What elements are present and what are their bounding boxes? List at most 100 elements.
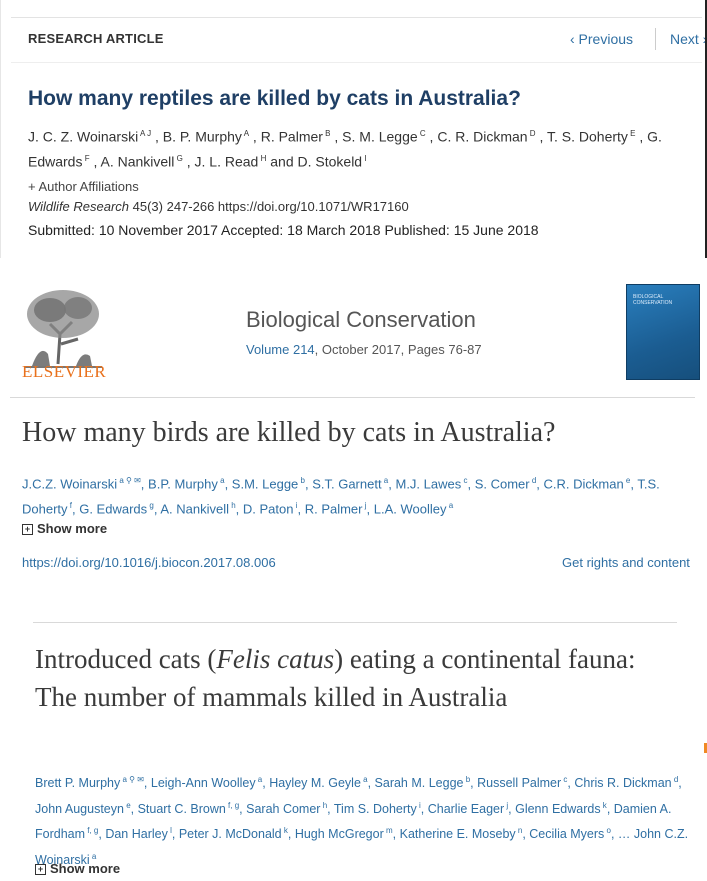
affiliation-marker: a <box>89 851 97 861</box>
author-link[interactable]: S.T. Garnett <box>312 476 382 492</box>
article-title: Introduced cats (Felis catus) eating a c… <box>35 640 675 716</box>
author-link[interactable]: Russell Palmer <box>477 776 562 791</box>
article-header-wildlife-research: RESEARCH ARTICLE ‹ Previous Next › How m… <box>0 0 707 258</box>
elsevier-tree-logo <box>20 284 106 378</box>
affiliation-marker: I <box>362 153 367 163</box>
author-link[interactable]: Brett P. Murphy <box>35 776 121 791</box>
article-title: How many birds are killed by cats in Aus… <box>22 417 556 448</box>
affiliation-marker: f <box>67 501 72 511</box>
edge-mark <box>704 743 707 753</box>
show-more-button[interactable]: + Show more <box>22 521 107 536</box>
affiliation-marker: i <box>293 501 298 511</box>
author-link[interactable]: C.R. Dickman <box>543 476 624 492</box>
affiliation-marker: A <box>241 129 250 138</box>
affiliation-marker: k <box>281 826 288 836</box>
author-link[interactable]: G. Edwards <box>79 501 148 517</box>
author-link[interactable]: Peter J. McDonald <box>178 827 282 842</box>
affiliation-marker: F <box>82 153 90 163</box>
article-title: How many reptiles are killed by cats in … <box>28 87 521 110</box>
author-link[interactable]: Sarah Comer <box>246 801 321 816</box>
affiliation-marker: H <box>258 153 267 163</box>
affiliation-marker: n <box>515 826 523 836</box>
author-link[interactable]: S. M. Legge <box>342 128 418 145</box>
affiliation-marker: C <box>417 129 426 138</box>
next-link[interactable]: Next › <box>670 31 707 47</box>
show-more-button[interactable]: + Show more <box>35 861 120 876</box>
author-link[interactable]: Tim S. Doherty <box>333 801 417 816</box>
title-part: Introduced cats ( <box>35 644 217 674</box>
author-link[interactable]: R. Palmer <box>304 501 363 517</box>
nav-divider <box>655 28 656 50</box>
affiliation-marker: B <box>322 129 331 138</box>
author-link[interactable]: Dan Harley <box>105 827 168 842</box>
affiliation-marker: g <box>147 501 154 511</box>
author-link[interactable]: John Augusteyn <box>35 801 124 816</box>
author-link[interactable]: J. L. Read <box>194 153 259 170</box>
affiliation-marker: e <box>623 476 631 485</box>
author-affiliations-link[interactable]: + Author Affiliations <box>28 179 139 194</box>
affiliation-marker: D <box>527 129 536 138</box>
affiliation-marker: o <box>604 826 611 836</box>
affiliation-marker: l <box>167 826 172 836</box>
show-more-label: Show more <box>50 861 121 876</box>
affiliation-marker: G <box>174 153 183 163</box>
author-link[interactable]: B.P. Murphy <box>148 476 218 492</box>
author-link[interactable]: S. Comer <box>474 476 530 492</box>
author-link[interactable]: Sarah M. Legge <box>374 776 464 791</box>
author-link[interactable]: T.S. Doherty <box>22 476 660 517</box>
affiliation-marker: a <box>381 476 389 485</box>
author-link[interactable]: S.M. Legge <box>231 476 299 492</box>
affiliation-marker: a <box>446 501 454 511</box>
author-link[interactable]: J.C.Z. Woinarski <box>22 476 118 492</box>
author-link[interactable]: Hugh McGregor <box>294 827 384 842</box>
author-link[interactable]: Hayley M. Geyle <box>269 776 361 791</box>
author-list: Brett P. Murphy a ⚲ ✉, Leigh-Ann Woolley… <box>35 775 689 868</box>
author-link[interactable]: Stuart C. Brown <box>137 801 226 816</box>
title-italic-part: Felis catus <box>216 644 335 674</box>
divider <box>11 62 702 63</box>
author-link[interactable]: Glenn Edwards <box>515 801 601 816</box>
rights-link[interactable]: Get rights and content <box>562 555 690 570</box>
doi-link[interactable]: https://doi.org/10.1016/j.biocon.2017.08… <box>22 555 276 570</box>
author-link[interactable]: R. Palmer <box>260 128 323 145</box>
previous-link[interactable]: ‹ Previous <box>570 31 634 47</box>
author-link[interactable]: M.J. Lawes <box>395 476 462 492</box>
divider <box>11 17 702 18</box>
affiliation-marker: A J <box>138 129 152 138</box>
affiliation-marker: d <box>671 775 679 784</box>
journal-title-link[interactable]: Biological Conservation <box>246 307 476 332</box>
affiliation-marker: e <box>123 800 131 810</box>
author-link[interactable]: C. R. Dickman <box>437 128 528 145</box>
author-link[interactable]: Damien A. Fordham <box>35 801 672 842</box>
affiliation-marker: f, g <box>225 800 240 810</box>
volume-info: Volume 214, October 2017, Pages 76-87 <box>246 342 482 357</box>
affiliation-marker: c <box>561 775 568 784</box>
author-link[interactable]: B. P. Murphy <box>162 128 242 145</box>
affiliation-marker: a <box>360 775 368 784</box>
author-link[interactable]: Charlie Eager <box>427 801 505 816</box>
affiliation-marker: a ⚲ ✉ <box>120 775 144 784</box>
author-link[interactable]: J. C. Z. Woinarski <box>28 128 139 145</box>
affiliation-marker: i <box>416 800 421 810</box>
author-link[interactable]: Cecilia Myers <box>529 827 605 842</box>
author-link[interactable]: A. Nankivell <box>100 153 175 170</box>
affiliation-marker: j <box>362 501 367 511</box>
author-link[interactable]: … John C.Z. Woinarski <box>35 827 689 868</box>
journal-name: Wildlife Research <box>28 199 130 214</box>
author-link[interactable]: Leigh-Ann Woolley <box>150 776 256 791</box>
author-link[interactable]: Chris R. Dickman <box>574 776 672 791</box>
author-link[interactable]: T. S. Doherty <box>547 128 628 145</box>
elsevier-wordmark: ELSEVIER <box>22 362 107 381</box>
affiliation-marker: c <box>461 476 468 485</box>
article-type-label: RESEARCH ARTICLE <box>28 31 164 46</box>
volume-link[interactable]: Volume 214 <box>246 342 315 357</box>
author-link[interactable]: A. Nankivell <box>160 501 229 517</box>
show-more-label: Show more <box>37 521 108 536</box>
author-link[interactable]: G. Edwards <box>28 128 662 170</box>
author-link[interactable]: D. Paton <box>242 501 294 517</box>
author-link[interactable]: L.A. Woolley <box>373 501 447 517</box>
author-link[interactable]: D. Stokeld <box>297 153 363 170</box>
journal-cover-image[interactable]: BIOLOGICAL CONSERVATION <box>626 284 700 380</box>
author-link[interactable]: Katherine E. Moseby <box>399 827 516 842</box>
affiliation-marker: b <box>298 476 305 485</box>
